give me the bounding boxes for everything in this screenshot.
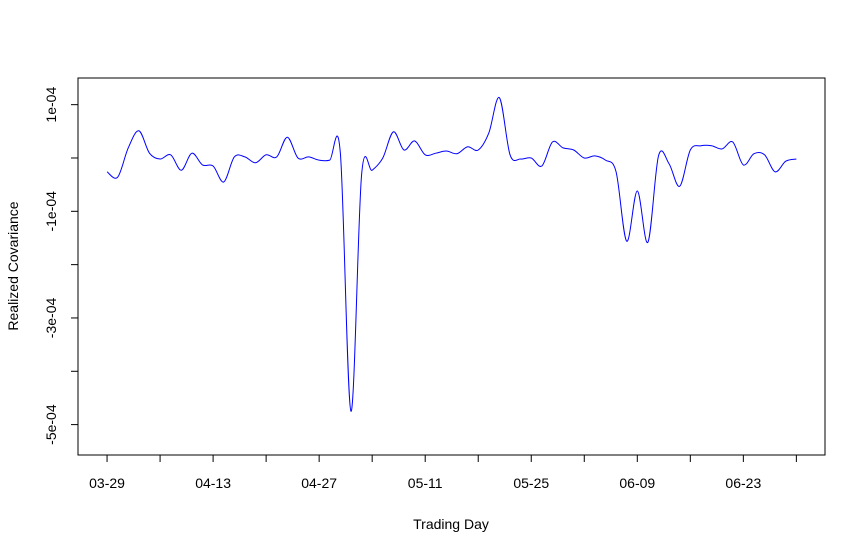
x-tick-label: 06-09 [619, 475, 655, 491]
x-tick-label: 05-11 [408, 475, 443, 491]
series-line [106, 97, 797, 412]
x-tick-label: 04-13 [195, 475, 231, 491]
x-axis-label: Trading Day [413, 516, 489, 532]
x-tick-label: 05-25 [513, 475, 549, 491]
x-tick-label: 06-23 [725, 475, 761, 491]
plot-frame [77, 77, 826, 456]
x-tick-label: 04-27 [301, 475, 337, 491]
y-tick-label: -1e-04 [43, 191, 59, 232]
y-tick-label: -3e-04 [43, 298, 59, 339]
y-tick-label: 1e-04 [43, 87, 59, 123]
y-tick-label: -5e-04 [43, 404, 59, 445]
x-tick-label: 03-29 [89, 475, 125, 491]
y-axis-label: Realized Covariance [5, 201, 21, 330]
